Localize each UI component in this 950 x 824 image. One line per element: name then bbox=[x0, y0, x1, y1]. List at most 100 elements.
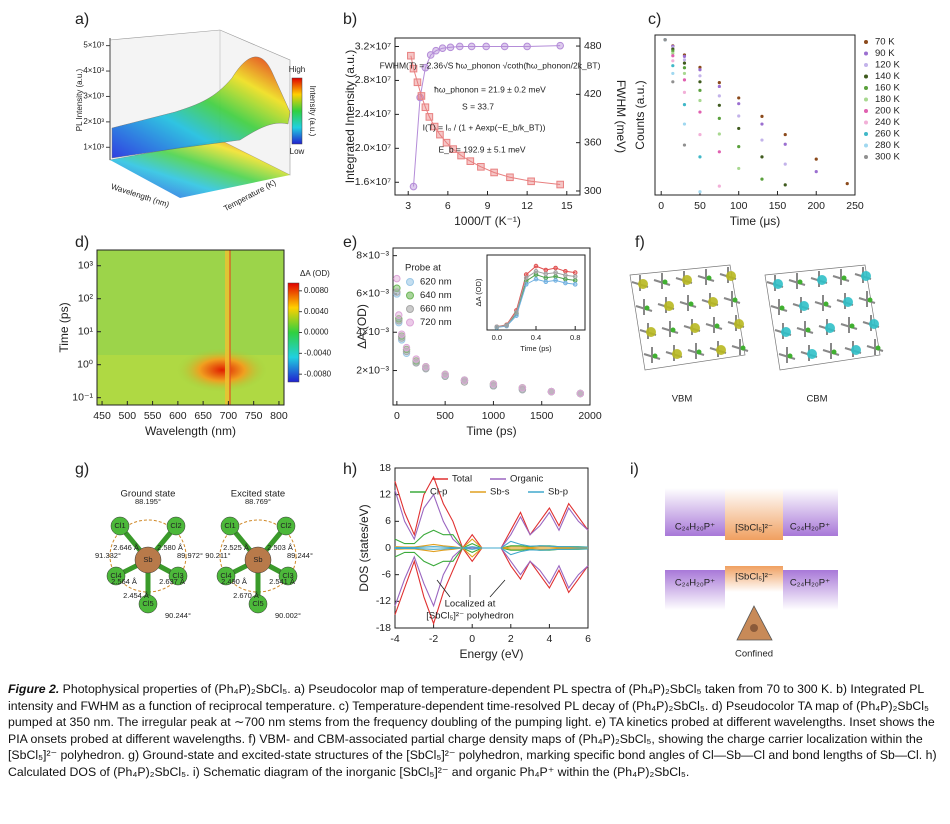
molecule bbox=[679, 295, 697, 311]
panel-label: f) bbox=[635, 234, 645, 251]
atom bbox=[134, 546, 162, 574]
panel-label: b) bbox=[343, 11, 357, 28]
legend-marker bbox=[864, 86, 868, 90]
series-line bbox=[395, 547, 588, 556]
legend-marker bbox=[864, 51, 868, 56]
point bbox=[663, 38, 667, 42]
x-tick-label: 9 bbox=[485, 200, 491, 212]
point bbox=[563, 272, 568, 278]
x-tick-label: 550 bbox=[144, 410, 162, 422]
atom bbox=[750, 624, 758, 632]
point bbox=[698, 98, 702, 103]
point bbox=[446, 43, 455, 52]
point bbox=[523, 42, 531, 51]
band-label: [SbCl₅]²⁻ bbox=[735, 523, 773, 534]
atom bbox=[740, 345, 746, 351]
x-tick-label: 650 bbox=[194, 410, 212, 422]
x-tick-label: 800 bbox=[270, 410, 288, 422]
heatmap-stripe bbox=[229, 250, 231, 405]
density-lobe bbox=[843, 297, 853, 307]
panel-label: d) bbox=[75, 234, 89, 251]
point bbox=[698, 74, 702, 78]
point bbox=[533, 276, 539, 282]
caption-text: Photophysical properties of (Ph₄P)₂SbCl₅… bbox=[8, 682, 937, 779]
y-tick-label: -18 bbox=[376, 622, 391, 634]
point bbox=[671, 80, 675, 84]
organic-band bbox=[783, 570, 838, 610]
molecule bbox=[687, 343, 705, 359]
z-tick-label: 1×10³ bbox=[83, 142, 104, 151]
point bbox=[393, 290, 401, 298]
point bbox=[409, 64, 418, 73]
point bbox=[717, 116, 721, 120]
atom bbox=[696, 349, 702, 355]
density-lobe bbox=[708, 297, 718, 307]
bond-angle: 90.211° bbox=[205, 551, 230, 560]
point bbox=[682, 90, 687, 94]
x-tick-label: 0 bbox=[658, 200, 664, 212]
caption-lead: Figure 2. bbox=[8, 682, 60, 696]
organic-band bbox=[783, 488, 838, 536]
legend-label: Total bbox=[452, 474, 472, 485]
colorbar-tick-label: -0.0080 bbox=[304, 369, 332, 378]
legend-title: Probe at bbox=[405, 263, 441, 274]
point bbox=[717, 84, 721, 89]
point bbox=[482, 42, 490, 51]
atom bbox=[168, 566, 188, 586]
panel-label: c) bbox=[648, 11, 661, 28]
legend-marker bbox=[864, 74, 868, 79]
angle-arc bbox=[219, 519, 297, 593]
annotation: FWHM(T) = 2.36√S ħω_phonon √coth(ħω_phon… bbox=[380, 60, 601, 70]
x-axis-label: Time (ps) bbox=[466, 424, 516, 438]
point bbox=[556, 180, 564, 189]
organic-band bbox=[665, 488, 725, 536]
legend-label: 70 K bbox=[875, 37, 895, 48]
point bbox=[698, 190, 702, 194]
diagram-label: CBM bbox=[806, 394, 827, 405]
colorbar-tick-label: 0.0000 bbox=[304, 328, 329, 337]
point bbox=[698, 132, 702, 137]
point bbox=[533, 263, 539, 269]
point bbox=[395, 318, 403, 327]
legend-label: 160 K bbox=[875, 83, 900, 94]
legend-marker bbox=[864, 63, 868, 67]
atom bbox=[779, 305, 785, 311]
y-tick-label: 2×10⁻³ bbox=[356, 364, 389, 376]
point bbox=[698, 155, 702, 159]
annotation: E_b = 192.9 ± 5.1 meV bbox=[438, 144, 525, 154]
atom bbox=[138, 594, 158, 614]
atom bbox=[823, 301, 829, 307]
atom bbox=[841, 275, 847, 281]
colorbar-tick-label: -0.0040 bbox=[304, 348, 332, 357]
point bbox=[489, 382, 498, 390]
colorbar bbox=[287, 282, 300, 383]
panel-label: e) bbox=[343, 234, 357, 251]
point bbox=[760, 122, 764, 126]
point bbox=[556, 41, 564, 50]
legend-marker bbox=[406, 305, 414, 313]
point bbox=[397, 334, 406, 342]
series-line bbox=[496, 270, 576, 328]
density-lobe bbox=[851, 345, 861, 355]
point bbox=[671, 59, 675, 63]
bond-length: 2.646 Å bbox=[113, 543, 139, 552]
point bbox=[698, 68, 702, 72]
atom bbox=[276, 516, 296, 536]
legend-marker bbox=[864, 155, 868, 159]
point bbox=[682, 54, 687, 58]
density-lobe bbox=[646, 327, 656, 337]
point bbox=[397, 336, 406, 344]
point bbox=[518, 385, 527, 394]
legend-marker bbox=[864, 132, 868, 136]
bond-angle: 89.972° bbox=[177, 551, 203, 560]
y-tick-label: 2.4×10⁷ bbox=[355, 108, 391, 120]
point bbox=[682, 78, 687, 82]
point bbox=[393, 284, 401, 292]
z-tick-label: 5×10³ bbox=[83, 41, 104, 50]
atom bbox=[797, 279, 803, 285]
y2-tick-label: 360 bbox=[584, 136, 602, 148]
band-label: [SbCl₅]²⁻ bbox=[735, 572, 773, 583]
point bbox=[393, 274, 401, 283]
atom-label: Sb bbox=[143, 555, 152, 564]
